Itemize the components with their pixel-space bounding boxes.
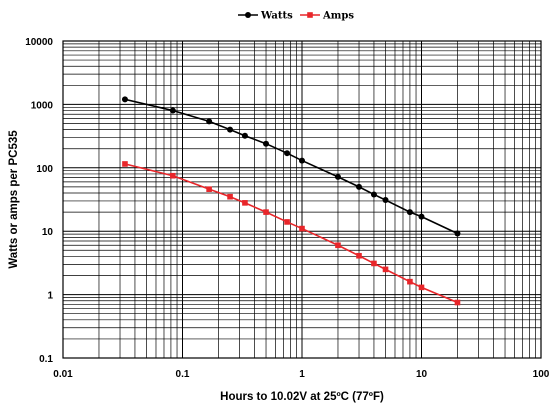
amps-point	[242, 200, 248, 206]
watts-point	[263, 140, 270, 147]
watts-point	[284, 150, 291, 157]
x-tick-label: 1	[299, 369, 305, 380]
watts-point	[206, 118, 213, 125]
x-tick-label: 0.01	[53, 369, 73, 380]
amps-point	[122, 161, 128, 167]
amps-legend-marker	[307, 12, 313, 18]
y-tick-label: 0.1	[39, 354, 53, 365]
y-tick-label: 1	[47, 291, 53, 302]
x-tick-label: 0.1	[176, 369, 190, 380]
amps-point	[227, 193, 233, 200]
amps-point	[418, 284, 425, 291]
amps-point	[263, 209, 269, 215]
amps-point	[170, 172, 176, 179]
amps-point	[382, 266, 389, 273]
y-tick-label: 1000	[31, 100, 54, 111]
x-axis-title: Hours to 10.02V at 25ºC (77ºF)	[220, 391, 384, 403]
y-axis-title: Watts or amps per PC535	[8, 130, 20, 269]
y-tick-labels: 0.1 1 10 100 1000 10000	[25, 37, 53, 365]
watts-point	[227, 126, 234, 133]
watts-point	[356, 183, 363, 190]
watts-point	[169, 107, 176, 114]
y-tick-label: 10	[42, 227, 54, 238]
amps-point	[356, 252, 362, 259]
legend: Watts Amps	[238, 11, 354, 22]
y-tick-label: 10000	[25, 37, 53, 48]
watts-point	[406, 209, 413, 216]
watts-legend-label: Watts	[260, 11, 293, 22]
amps-series	[122, 161, 461, 306]
amps-point	[299, 225, 305, 232]
x-tick-label: 100	[533, 369, 550, 380]
watts-point	[418, 213, 425, 220]
x-tick-labels: 0.01 0.1 1 10 100	[53, 369, 550, 380]
minor-grid	[63, 41, 541, 358]
watts-point	[382, 197, 389, 204]
amps-point	[407, 278, 413, 285]
watts-point	[241, 132, 248, 139]
amps-point	[206, 186, 212, 192]
watts-point	[454, 230, 461, 237]
watts-series	[121, 96, 461, 237]
watts-point	[334, 173, 341, 180]
watts-point	[121, 96, 128, 103]
amps-point	[335, 242, 341, 249]
amps-point	[284, 219, 290, 225]
plot-frame	[62, 40, 542, 359]
watts-point	[299, 157, 305, 164]
amps-point	[371, 260, 377, 267]
amps-legend-label: Amps	[322, 11, 354, 22]
x-tick-label: 10	[416, 369, 428, 380]
watts-point	[370, 191, 377, 198]
y-tick-label: 100	[36, 164, 53, 175]
amps-point	[454, 299, 461, 306]
watts-legend-marker	[245, 12, 251, 18]
series-layer	[121, 96, 461, 306]
